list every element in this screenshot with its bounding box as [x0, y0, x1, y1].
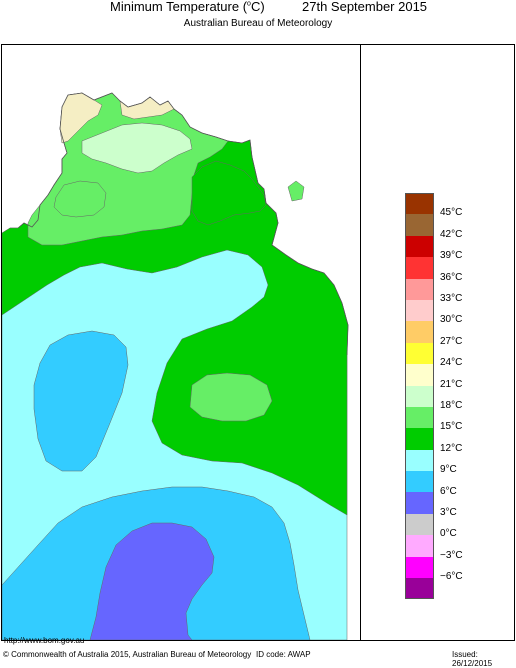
land-band-18-21	[81, 122, 193, 174]
legend-label: 12°C	[440, 442, 463, 454]
legend-swatch	[405, 535, 434, 557]
legend-swatch	[405, 321, 434, 343]
temperature-map	[2, 92, 349, 640]
legend-label: 18°C	[440, 400, 463, 411]
legend-label: −3°C	[440, 549, 463, 561]
legend-label: 36°C	[440, 271, 463, 283]
map-title: Minimum Temperature (oC)	[110, 0, 265, 14]
legend-swatch	[405, 428, 434, 450]
legend-label: 3°C	[440, 507, 457, 518]
map-subtitle: Australian Bureau of Meteorology	[183, 18, 333, 29]
legend-swatch	[405, 257, 434, 279]
legend-swatch	[405, 299, 434, 322]
map-frame	[1, 44, 515, 641]
land-band-3-6	[89, 522, 215, 640]
legend-label: 0°C	[440, 528, 457, 540]
legend-label: 27°C	[440, 335, 463, 347]
id-code: ID code: AWAP	[256, 650, 311, 659]
legend-swatch	[405, 364, 434, 386]
land-band-15-18-centre	[189, 372, 273, 422]
land-band-6-9-west	[33, 330, 129, 472]
legend-swatch	[405, 235, 434, 258]
legend-label: 42°C	[440, 228, 463, 240]
legend-label: 6°C	[440, 485, 457, 497]
legend-swatch	[405, 492, 434, 514]
legend-label: 39°C	[440, 250, 463, 262]
legend-swatch	[405, 578, 434, 600]
legend-swatch	[405, 278, 434, 300]
legend-label: 45°C	[440, 207, 463, 219]
legend-swatch	[405, 471, 434, 493]
legend-swatch	[405, 214, 434, 236]
legend-label: 30°C	[440, 314, 463, 326]
legend-swatch	[405, 193, 434, 215]
legend-swatch	[405, 513, 434, 536]
coastline	[17, 92, 349, 356]
legend-label: 9°C	[440, 464, 457, 476]
legend-swatch	[405, 406, 434, 429]
legend-swatch	[405, 342, 434, 365]
issued-date: Issued: 26/12/2015	[452, 650, 493, 668]
legend-label: 24°C	[440, 357, 463, 369]
frame-divider	[360, 44, 361, 641]
legend-swatch	[405, 556, 434, 579]
land-band-15-18-nw	[53, 180, 107, 218]
legend-label: 21°C	[440, 378, 463, 390]
legend-swatch	[405, 385, 434, 407]
legend-swatch	[405, 449, 434, 472]
map-date: 27th September 2015	[302, 0, 428, 14]
source-url[interactable]: http://www.bom.gov.au	[4, 636, 85, 645]
temperature-legend	[405, 193, 434, 600]
footer: © Commonwealth of Australia 2015, Austra…	[0, 650, 516, 668]
legend-label: −6°C	[440, 571, 463, 583]
legend-label: 33°C	[440, 293, 463, 304]
copyright-text: © Commonwealth of Australia 2015, Austra…	[3, 650, 252, 659]
land-band-12-15-top-end	[191, 160, 267, 226]
title-row: Minimum Temperature (oC) 27th September …	[0, 0, 516, 16]
legend-label: 15°C	[440, 421, 463, 433]
island-east	[287, 180, 305, 202]
